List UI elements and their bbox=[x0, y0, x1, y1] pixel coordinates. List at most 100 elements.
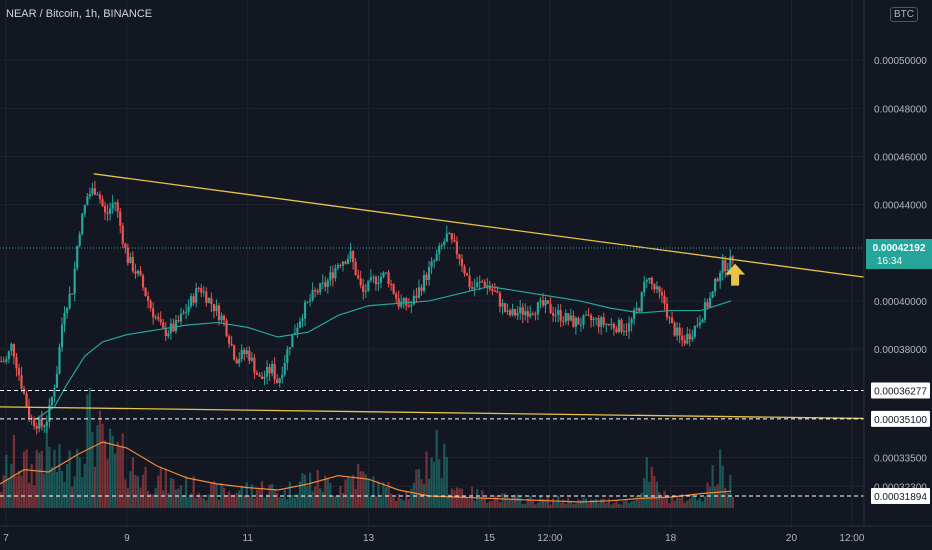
price-tick-label: 0.00048000 bbox=[874, 104, 927, 115]
volume-bar bbox=[427, 478, 431, 508]
candle-body bbox=[314, 289, 317, 291]
horizontal-levels[interactable] bbox=[0, 390, 864, 497]
volume-bar bbox=[584, 498, 588, 508]
volume-bar bbox=[20, 475, 23, 508]
candle-body bbox=[579, 324, 583, 326]
candle-body bbox=[0, 361, 3, 363]
candle-body bbox=[501, 303, 504, 307]
volume-bar bbox=[569, 500, 572, 508]
volume-bar bbox=[724, 487, 727, 508]
volume-bar bbox=[698, 498, 702, 508]
candle-body bbox=[308, 300, 312, 302]
volume-bar bbox=[222, 487, 226, 508]
volume-bar bbox=[410, 488, 413, 508]
candle-body bbox=[412, 295, 415, 305]
candle-body bbox=[673, 323, 676, 336]
candle-body bbox=[321, 282, 324, 284]
volume-bar bbox=[516, 494, 519, 508]
volume-bar bbox=[577, 499, 580, 508]
candle-body bbox=[60, 324, 64, 348]
candle-body bbox=[622, 330, 626, 332]
volume-bar bbox=[96, 425, 99, 508]
volume-bar bbox=[600, 499, 603, 508]
volume-bar bbox=[625, 499, 628, 508]
volume-bar bbox=[167, 492, 170, 508]
candle-body bbox=[688, 333, 691, 340]
volume-bar bbox=[364, 474, 367, 508]
volume-bar bbox=[696, 499, 699, 508]
candle-body bbox=[529, 313, 532, 317]
currency-badge[interactable]: BTC bbox=[890, 7, 918, 22]
volume-bar bbox=[663, 490, 666, 508]
candle-body bbox=[559, 310, 562, 321]
volume-bar bbox=[324, 475, 327, 508]
volume-bar bbox=[12, 434, 16, 508]
time-tick-label: 7 bbox=[3, 533, 9, 544]
volume-bar bbox=[65, 464, 69, 508]
candle-body bbox=[319, 282, 322, 293]
price-axis[interactable]: 0.00050000 0.00048000 0.00046000 0.00044000… bbox=[874, 56, 927, 493]
candle-body bbox=[281, 374, 284, 379]
candle-body bbox=[33, 418, 36, 427]
price-tick-label: 0.00046000 bbox=[874, 152, 927, 163]
volume-bar bbox=[519, 496, 522, 508]
volume-bar bbox=[367, 478, 370, 508]
candle-body bbox=[681, 335, 684, 341]
candle-body bbox=[711, 291, 714, 298]
volume-bar bbox=[579, 500, 583, 508]
candle-body bbox=[384, 272, 388, 274]
volume-bar bbox=[303, 474, 307, 508]
candle-body bbox=[476, 282, 479, 288]
candle-body bbox=[726, 269, 729, 271]
candle-body bbox=[458, 254, 461, 259]
volume-ma-line bbox=[0, 441, 732, 503]
volume-bar bbox=[212, 481, 216, 508]
trendlines[interactable] bbox=[0, 173, 865, 420]
volume-bar bbox=[71, 486, 74, 508]
candle-body bbox=[83, 205, 86, 214]
candle-body bbox=[536, 302, 540, 315]
time-axis[interactable]: 7 9 11 13 15 12:00 18 20 12:00 bbox=[3, 533, 865, 544]
candle-body bbox=[508, 310, 512, 316]
candle-body bbox=[225, 320, 228, 337]
candle-body bbox=[655, 286, 658, 290]
candle-body bbox=[625, 330, 628, 332]
candle-body bbox=[539, 300, 542, 303]
volume-bar bbox=[501, 493, 504, 508]
volume-bar bbox=[496, 496, 499, 508]
candle-body bbox=[303, 302, 307, 319]
volume-bar bbox=[346, 476, 350, 508]
symbol-title[interactable]: NEAR / Bitcoin, 1h, BINANCE bbox=[6, 8, 153, 20]
volume-bar bbox=[379, 497, 383, 508]
candle-body bbox=[506, 310, 509, 312]
volume-bar bbox=[397, 493, 400, 508]
volume-bar bbox=[35, 450, 38, 508]
candle-body bbox=[698, 322, 702, 326]
candle-body bbox=[716, 278, 719, 281]
volume-bar bbox=[316, 469, 319, 508]
candle-body bbox=[286, 349, 289, 364]
candle-body bbox=[121, 225, 124, 244]
volume-bar bbox=[668, 503, 671, 508]
volume-bar bbox=[68, 450, 71, 508]
candle-body bbox=[354, 262, 357, 276]
volume-bar bbox=[116, 441, 119, 508]
time-tick-label: 20 bbox=[786, 533, 798, 544]
candle-body bbox=[569, 315, 572, 321]
volume-bar bbox=[288, 481, 291, 508]
volume-bar bbox=[377, 481, 380, 508]
level-tag-box bbox=[871, 410, 930, 427]
time-tick-label: 15 bbox=[484, 533, 496, 544]
volume-bar bbox=[15, 476, 18, 508]
candle-body bbox=[15, 356, 18, 369]
candle-body bbox=[425, 274, 428, 280]
candle-body bbox=[195, 288, 198, 303]
volume-bar bbox=[673, 500, 676, 508]
candle-body bbox=[159, 319, 162, 323]
candle-body bbox=[534, 314, 537, 316]
volume-bar bbox=[141, 474, 145, 508]
volume-bar bbox=[389, 493, 393, 508]
candle-body bbox=[450, 233, 453, 240]
candle-body bbox=[233, 345, 236, 360]
